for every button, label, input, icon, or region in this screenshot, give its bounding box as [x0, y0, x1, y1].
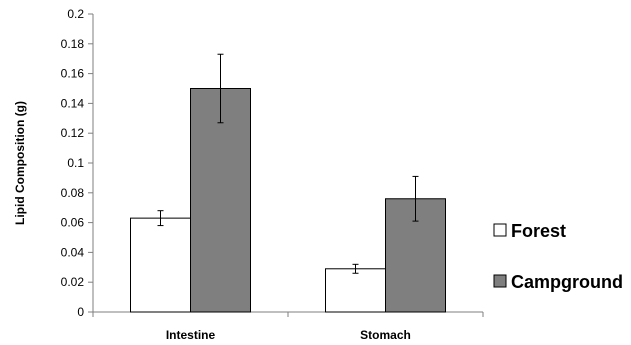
legend-item-forest: Forest: [493, 221, 566, 241]
legend-swatch: [493, 274, 507, 288]
y-tick-label: 0.04: [61, 245, 85, 259]
y-tick-label: 0.02: [61, 275, 85, 289]
y-tick-marks: [88, 13, 93, 313]
y-tick-label: 0.2: [67, 7, 84, 21]
bars: [130, 88, 446, 313]
x-tick-marks: [92, 312, 484, 317]
y-tick-label: 0.08: [61, 186, 85, 200]
error-bar: [217, 53, 224, 124]
legend: Forest Campground: [493, 221, 623, 292]
y-tick-label: 0.1: [67, 156, 84, 170]
error-bar: [157, 210, 164, 227]
error-bar: [352, 263, 359, 274]
bar-campground-intestine: [190, 88, 251, 313]
y-tick-label: 0.14: [61, 96, 85, 110]
bar-forest-stomach: [325, 268, 386, 313]
y-tick-label: 0.18: [61, 37, 85, 51]
bar-forest-intestine: [130, 217, 191, 313]
y-tick-label: 0.06: [61, 216, 85, 230]
error-bar: [412, 175, 419, 222]
legend-item-campground: Campground: [493, 272, 623, 292]
error-bars: [157, 53, 419, 274]
category-label: Stomach: [360, 328, 411, 342]
category-label: Intestine: [166, 328, 216, 342]
y-tick-labels: 0 0.02 0.04 0.06 0.08 0.1 0.12 0.14 0.16 0.18 0.2: [61, 7, 85, 319]
legend-label: Forest: [511, 221, 566, 241]
legend-swatch: [493, 223, 507, 237]
legend-label: Campground: [511, 272, 623, 292]
y-axis-label: Lipid Composition (g): [13, 101, 27, 225]
y-tick-label: 0: [77, 305, 84, 319]
y-tick-label: 0.12: [61, 126, 85, 140]
y-tick-label: 0.16: [61, 67, 85, 81]
category-labels: Intestine Stomach: [166, 328, 411, 342]
